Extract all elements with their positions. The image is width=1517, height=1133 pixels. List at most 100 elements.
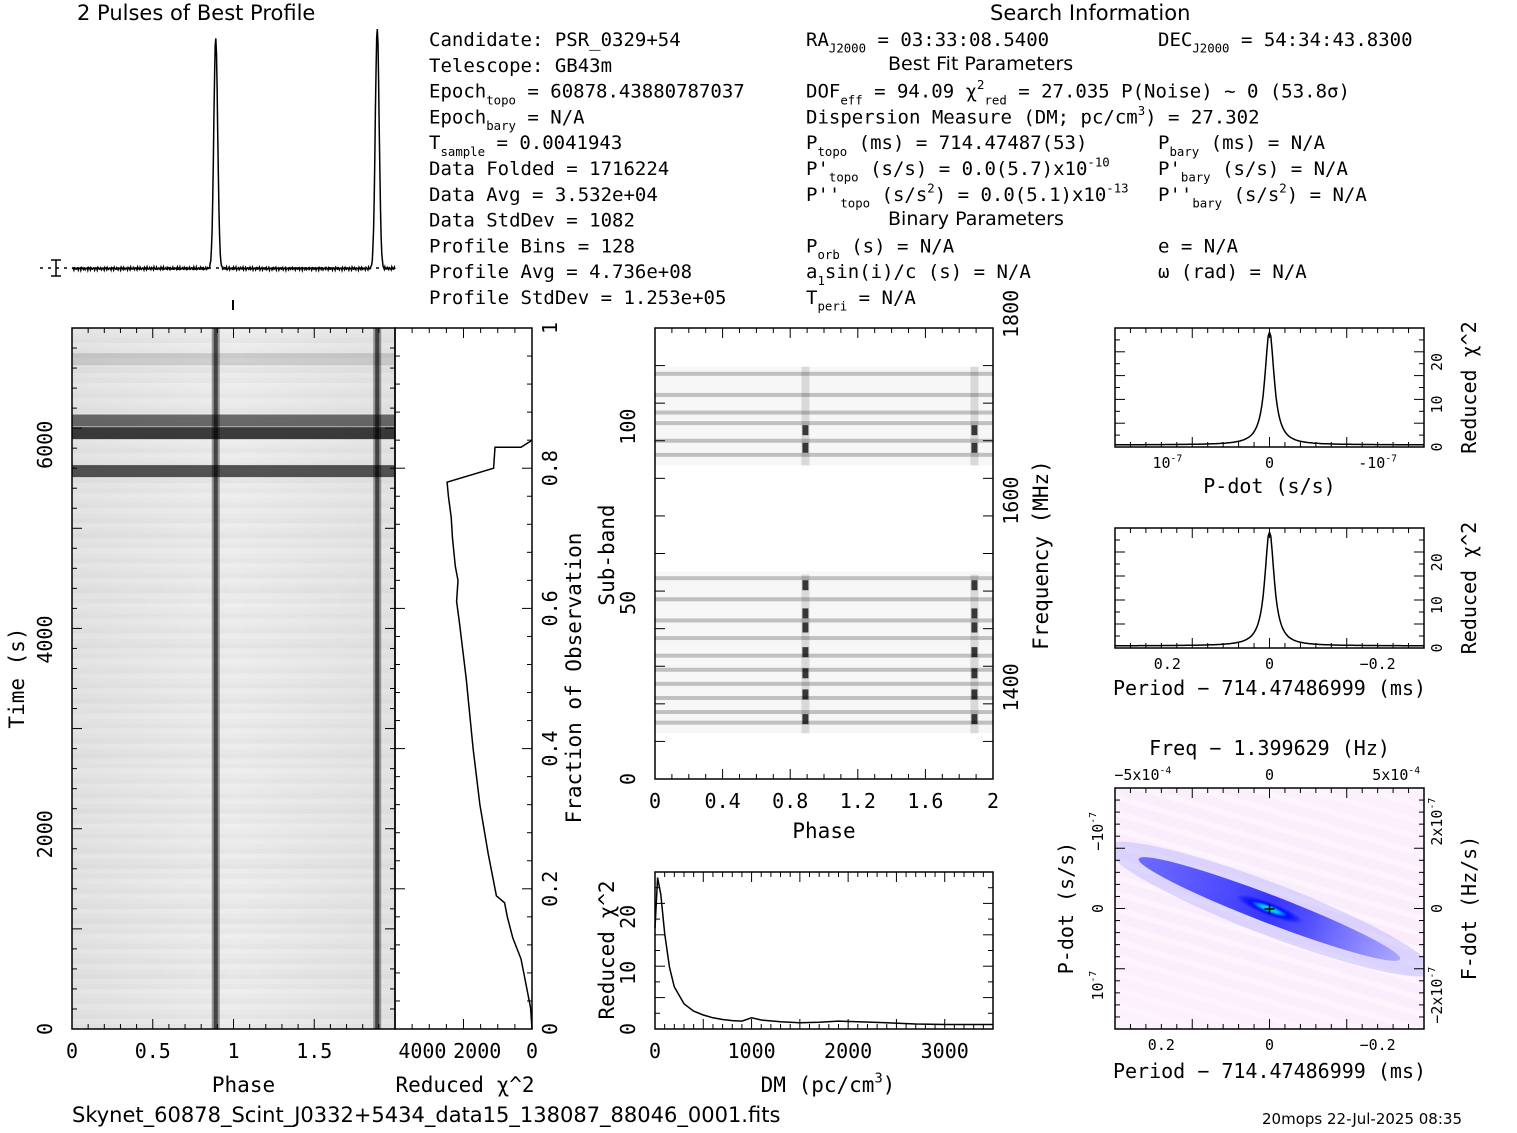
subband-image — [655, 366, 993, 734]
dm-x-tick-label: 1000 — [727, 1039, 775, 1063]
pdot-chi-y-tick-label: 0 — [1428, 442, 1446, 451]
noise-row — [72, 708, 395, 714]
period-pdot-y-label: P-dot (s/s) — [1054, 842, 1078, 974]
info-right-line: e = N/A — [1158, 235, 1239, 257]
footer-timestamp: 20mops 22-Jul-2025 08:35 — [1262, 1110, 1462, 1128]
noise-row — [72, 683, 395, 689]
period-pdot-stripe — [1115, 880, 1424, 980]
info-left-line: Data StdDev = 1082 — [429, 210, 635, 232]
time-phase-y-tick-label: 6000 — [33, 421, 57, 469]
subband-rfi-line — [655, 438, 993, 443]
period-pdot-y-tick-label: 0 — [1089, 904, 1107, 913]
info-left-line: Telescope: GB43m — [429, 55, 612, 77]
subband-x-tick-label: 0 — [649, 789, 661, 813]
period-pdot-stripe — [1115, 896, 1424, 996]
subband-rfi-line — [655, 681, 993, 686]
noise-row — [72, 879, 395, 884]
noise-row — [72, 348, 395, 354]
subband-x-tick-label: 0.8 — [772, 789, 808, 813]
noise-row — [72, 938, 395, 944]
period-pdot-y-tick-label: 10-7 — [1088, 971, 1107, 1001]
subband-pulse-spot — [802, 647, 809, 658]
noise-row — [72, 673, 395, 678]
subband-rfi-line — [655, 618, 993, 623]
noise-row — [72, 833, 395, 839]
subband-haze — [655, 367, 993, 466]
noise-row — [72, 989, 395, 994]
noise-row — [72, 689, 395, 694]
subband-freq-tick-label: 1400 — [999, 663, 1023, 711]
time-phase-y-tick-label: 2000 — [33, 810, 57, 858]
noise-row — [72, 488, 395, 494]
noise-row — [72, 733, 395, 739]
noise-row — [72, 943, 395, 949]
interference-band — [72, 465, 395, 478]
subband-rfi-line — [655, 720, 993, 725]
noise-row — [72, 588, 395, 594]
noise-row — [72, 518, 395, 524]
noise-row — [72, 714, 395, 719]
noise-row — [72, 888, 395, 894]
noise-row — [72, 1004, 395, 1009]
noise-row — [72, 408, 395, 414]
noise-row — [72, 403, 395, 409]
subband-rfi-line — [655, 452, 993, 457]
info-mid-line: Porb (s) = N/A — [806, 235, 955, 262]
subband-rfi-line — [655, 597, 993, 602]
noise-row — [72, 1013, 395, 1019]
noise-row — [72, 949, 395, 954]
dm-x-tick-label: 3000 — [921, 1039, 969, 1063]
interference-band — [72, 427, 395, 440]
subband-pulse-spot — [971, 668, 978, 679]
noise-row — [72, 828, 395, 834]
info-right-line: P''bary (s/s2) = N/A — [1158, 181, 1367, 210]
noise-row — [72, 558, 395, 564]
chi-time-x-tick-label: 0 — [526, 1039, 538, 1063]
subband-x-tick-label: 0.4 — [705, 789, 741, 813]
pdot-chi-y-label: Reduced χ^2 — [1457, 321, 1481, 453]
noise-row — [72, 953, 395, 959]
dm-y-label: Reduced χ^2 — [595, 880, 619, 1019]
noise-row — [72, 928, 395, 934]
noise-row — [72, 703, 395, 709]
chi-time-y-tick-label: 0.2 — [538, 871, 562, 907]
noise-row — [72, 698, 395, 704]
noise-row — [72, 913, 395, 919]
dm-x-tick-label: 0 — [649, 1039, 661, 1063]
subband-pulse-spot — [802, 608, 809, 619]
info-mid-line: P'topo (s/s) = 0.0(5.7)x10-10 — [806, 155, 1110, 184]
subband-rfi-line — [655, 667, 993, 672]
chi-time-line — [446, 439, 533, 1030]
subband-pulse-spot — [971, 622, 978, 633]
time-phase-image — [72, 328, 395, 1029]
noise-row — [72, 373, 395, 379]
noise-row — [72, 983, 395, 989]
noise-row — [72, 729, 395, 734]
noise-row — [72, 718, 395, 724]
chi-time-y-tick-label: 0.4 — [538, 731, 562, 767]
subband-rfi-line — [655, 410, 993, 415]
noise-row — [72, 784, 395, 789]
noise-row — [72, 448, 395, 454]
noise-row — [72, 868, 395, 874]
noise-row — [72, 934, 395, 939]
chi-time-x-tick-label: 2000 — [453, 1039, 501, 1063]
noise-row — [72, 498, 395, 504]
chi-time-x-label: Reduced χ^2 — [395, 1073, 534, 1097]
subband-rfi-line — [655, 371, 993, 376]
profile-line — [71, 28, 396, 274]
subband-y-label: Sub-band — [595, 504, 619, 605]
noise-row — [72, 903, 395, 909]
noise-row — [72, 748, 395, 754]
pdot-chi-line — [1115, 330, 1424, 446]
noise-row — [72, 773, 395, 779]
noise-row — [72, 573, 395, 579]
noise-row — [72, 543, 395, 549]
subband-rfi-line — [655, 421, 993, 426]
subband-background — [655, 328, 993, 779]
noise-row — [72, 854, 395, 859]
chi-time-frame — [394, 327, 533, 1030]
noise-row — [72, 593, 395, 599]
noise-row — [72, 788, 395, 794]
